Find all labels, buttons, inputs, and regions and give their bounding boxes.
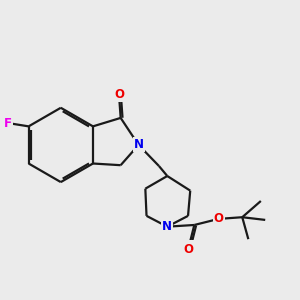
Text: N: N bbox=[134, 138, 144, 152]
Text: O: O bbox=[214, 212, 224, 225]
Text: F: F bbox=[4, 117, 12, 130]
Text: O: O bbox=[114, 88, 124, 101]
Text: O: O bbox=[183, 243, 193, 256]
Text: N: N bbox=[162, 220, 172, 233]
